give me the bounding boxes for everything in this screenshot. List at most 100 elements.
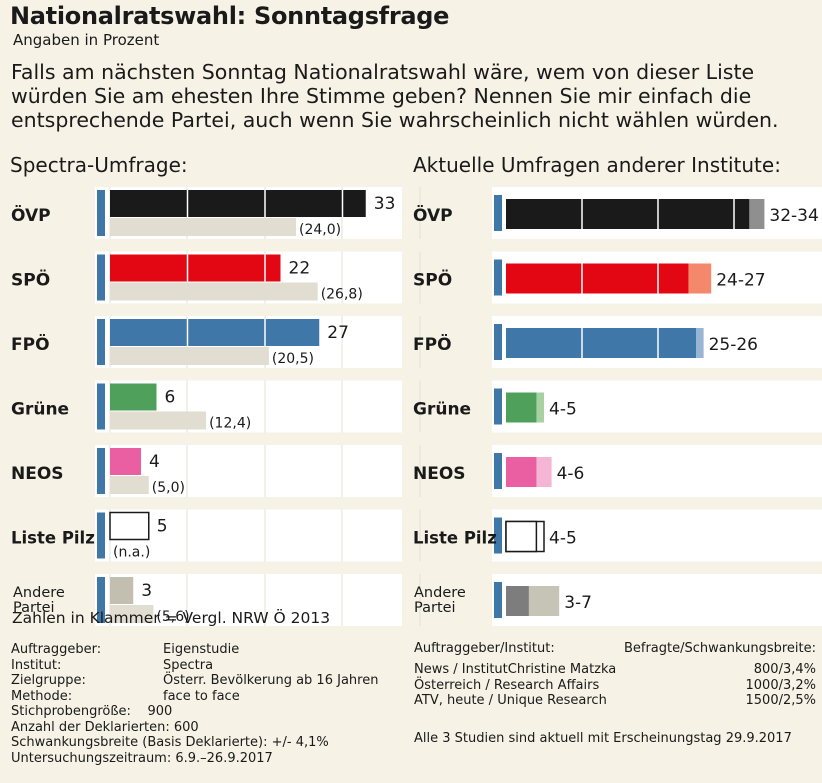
category-label-andere-partei: Partei (13, 600, 55, 616)
meta-details: Stichprobengröße: 900 Anzahl der Deklari… (11, 704, 329, 766)
institute-value: 800/3,4% (753, 662, 816, 677)
comparison-label-fpoe: (20,5) (272, 351, 314, 367)
bar-2013-spoe (110, 282, 318, 301)
institute-values: 800/3,4% 1000/3,2% 1500/2,5% (746, 662, 817, 709)
chart-title: Nationalratswahl: Sonntagsfrage (10, 2, 450, 30)
institute-name: ATV, heute / Unique Research (414, 693, 607, 708)
range-label-gruene: 4-5 (549, 400, 577, 420)
meta-label: Zielgruppe: (11, 673, 86, 688)
range-label-spoe: 24-27 (716, 271, 765, 291)
category-label-neos: NEOS (11, 464, 64, 484)
meta-line: Anzahl der Deklarierten: 600 (11, 719, 199, 735)
meta-value: Eigenstudie (163, 642, 240, 657)
row-marker (97, 190, 105, 236)
bar-2013-andere-partei (110, 605, 154, 623)
institute-value: 1000/3,2% (745, 677, 817, 693)
row-marker (494, 582, 502, 618)
chart-subtitle: Angaben in Prozent (13, 31, 160, 49)
base-bar-liste-pilz (505, 520, 538, 553)
category-label-gruene: Grüne (11, 400, 69, 420)
meta-value: Österr. Bevölkerung ab 16 Jahren (163, 673, 379, 688)
meta-values: Eigenstudie Spectra Österr. Bevölkerung … (163, 642, 378, 704)
category-label-andere-partei: Andere (13, 585, 65, 601)
comparison-label-spoe: (26,8) (321, 287, 363, 303)
comparison-label-andere-partei: (5,6) (156, 609, 189, 625)
institutes-header: Auftraggeber/Institut: (414, 641, 555, 656)
range-label-liste-pilz: 4-5 (549, 529, 577, 549)
publication-note: Alle 3 Studien sind aktuell mit Erschein… (414, 731, 792, 746)
row-marker (97, 254, 105, 301)
value-label-andere-partei: 3 (141, 581, 152, 601)
sample-header: Befragte/Schwankungsbreite: (623, 641, 816, 656)
bar-2017-andere-partei (110, 577, 134, 604)
institute-list: News / InstitutChristine Matzka Österrei… (414, 662, 616, 709)
meta-labels: Auftraggeber: Institut: Zielgruppe: Meth… (11, 642, 101, 704)
row-marker (97, 383, 105, 430)
bar-2013-gruene (110, 411, 207, 430)
meta-line: Stichprobengröße: 900 (11, 704, 173, 719)
value-label-spoe: 22 (289, 259, 311, 279)
row-marker (97, 448, 105, 494)
bar-2017-spoe (110, 254, 281, 282)
spectra-heading: Spectra-Umfrage: (10, 153, 188, 177)
base-bar-oevp (506, 199, 750, 229)
range-label-neos: 4-6 (557, 464, 585, 484)
value-label-neos: 4 (149, 452, 160, 472)
row-marker (97, 512, 105, 559)
row-marker (97, 319, 105, 365)
category-label-liste-pilz: Liste Pilz (413, 529, 497, 548)
survey-question: Falls am nächsten Sonntag Nationalratswa… (11, 60, 779, 132)
meta-value: Spectra (163, 657, 214, 673)
category-label-spoe: SPÖ (11, 269, 50, 291)
category-label-andere-partei: Andere (414, 585, 466, 601)
institute-name: News / InstitutChristine Matzka (414, 662, 617, 677)
meta-line: Schwankungsbreite (Basis Deklarierte): +… (11, 735, 329, 750)
base-bar-spoe (506, 263, 689, 294)
base-bar-andere-partei (506, 586, 529, 616)
category-label-oevp: ÖVP (11, 204, 51, 226)
meta-label: Auftraggeber: (11, 642, 102, 657)
institute-name: Österreich / Research Affairs (414, 677, 600, 693)
comparison-label-oevp: (24,0) (299, 222, 341, 238)
row-marker (494, 324, 502, 360)
meta-value: face to face (163, 688, 240, 704)
category-label-liste-pilz: Liste Pilz (11, 529, 95, 548)
institute-value: 1500/2,5% (745, 693, 817, 708)
category-label-neos: NEOS (413, 464, 466, 484)
comparison-label-gruene: (12,4) (209, 416, 251, 432)
bar-2017-fpoe (110, 319, 320, 346)
base-bar-neos (506, 457, 537, 487)
bar-2017-gruene (110, 383, 157, 411)
range-label-oevp: 32-34 (769, 206, 818, 226)
category-label-fpoe: FPÖ (11, 333, 50, 355)
row-marker (494, 195, 502, 231)
bar-2017-neos (110, 448, 141, 475)
range-label-andere-partei: 3-7 (564, 593, 592, 613)
comparison-label-neos: (5,0) (152, 480, 185, 496)
comparison-label-liste-pilz: (n.a.) (113, 545, 150, 561)
other-institutes-heading: Aktuelle Umfragen anderer Institute: (413, 153, 781, 177)
meta-label: Methode: (11, 688, 73, 704)
row-panel-liste-pilz (492, 509, 822, 562)
row-marker (494, 388, 502, 425)
row-panel-gruene (492, 380, 822, 433)
row-marker (494, 259, 502, 296)
range-label-fpoe: 25-26 (709, 335, 758, 355)
category-label-oevp: ÖVP (413, 204, 453, 226)
bar-2013-fpoe (110, 347, 269, 365)
base-bar-fpoe (506, 328, 696, 358)
bar-2013-neos (110, 476, 149, 494)
row-marker (494, 517, 502, 554)
category-label-spoe: SPÖ (413, 269, 452, 291)
legend-note: Zahlen in Klammer = Vergl. NRW Ö 2013 (12, 609, 331, 627)
row-marker (494, 453, 502, 489)
value-label-fpoe: 27 (327, 323, 349, 343)
base-bar-gruene (506, 392, 537, 423)
value-label-liste-pilz: 5 (157, 517, 168, 537)
meta-line: Untersuchungszeitraum: 6.9.–26.9.2017 (11, 750, 273, 766)
value-label-gruene: 6 (165, 388, 176, 408)
row-marker (97, 577, 105, 623)
category-label-gruene: Grüne (413, 400, 471, 420)
bar-2013-oevp (110, 218, 296, 236)
